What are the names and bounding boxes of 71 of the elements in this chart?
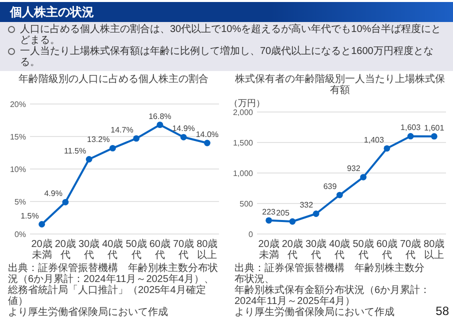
y-tick-label: 0: [248, 230, 254, 239]
y-tick-label: 15%: [10, 132, 26, 142]
text: より厚生労働省保険局において作成: [8, 307, 169, 318]
y-tick-label: 500: [239, 200, 254, 208]
x-tick-label: 60歳代: [376, 238, 397, 261]
x-tick-label: 50歳代: [126, 238, 147, 261]
data-label: 11.5%: [64, 146, 86, 156]
x-tick-label: 80歳以上: [196, 238, 218, 261]
x-tick-label: 80歳以上: [423, 238, 444, 261]
data-label: 13.2%: [87, 135, 110, 144]
chart-title: 年齢階級別の人口に占める個人株主の割合: [17, 72, 210, 87]
data-label: 14.0%: [196, 130, 219, 139]
x-tick-label: 70歳代: [173, 238, 194, 261]
data-label: 1,603: [400, 123, 421, 132]
x-tick-label: 20歳代: [281, 238, 302, 261]
text: 58: [436, 304, 449, 318]
point: [86, 156, 92, 162]
x-tick-label: 50歳代: [352, 238, 374, 261]
point: [156, 122, 164, 128]
data-label: 332: [299, 200, 314, 210]
point: [336, 192, 342, 198]
y-tick-label: 1,500: [232, 138, 254, 148]
point: [312, 210, 319, 217]
point: [204, 140, 210, 146]
text: 総務省統計局「人口推計」（2025年4月確定値）: [8, 285, 207, 307]
x-tick-label: 20歳代: [54, 238, 76, 261]
x-tick-label: 40歳代: [328, 238, 350, 261]
data-label: 4.9%: [44, 189, 62, 198]
data-label: 14.7%: [110, 125, 134, 134]
text: 一人当たり上場株式保有額は年齢に比例して増加し、70歳代以上になると1600万円程度となる。: [20, 46, 434, 68]
point: [360, 174, 366, 180]
source-note: 出典：証券保管振替機構 年齢別株主数分布状況（6か月累計：2024年11月～2025年4月）、: [8, 263, 219, 285]
point: [109, 145, 116, 152]
point: [180, 134, 187, 140]
x-tick-label: 30歳代: [78, 238, 100, 261]
y-tick-label: 5%: [14, 198, 26, 206]
y-tick-label: 1,000: [232, 169, 254, 178]
y-axis-title: （万円）: [228, 98, 264, 108]
data-label: 16.8%: [148, 112, 172, 121]
point: [288, 218, 296, 225]
data-label: 1,601: [424, 123, 444, 132]
point: [430, 133, 437, 140]
x-tick-label: 30歳代: [305, 238, 326, 261]
x-tick-label: 60歳代: [149, 238, 170, 261]
data-label: 14.9%: [172, 124, 195, 134]
data-label: 932: [346, 164, 360, 174]
text: 個人株主の状況: [0, 2, 453, 22]
point: [383, 145, 390, 152]
y-tick-label: 20%: [10, 100, 26, 109]
data-label: 639: [322, 182, 337, 192]
source-note: 出典：証券保管振替機構 年齢別株主数分布状況、: [234, 263, 426, 285]
point: [133, 135, 140, 142]
point: [38, 221, 46, 228]
y-tick-label: 0%: [14, 230, 26, 239]
point: [406, 133, 414, 140]
y-tick-label: 2,000: [232, 108, 254, 117]
text: 人口に占める個人株主の割合は、30代以上で10%を超えるが高い年代でも10%台半ば程度にとどまる。: [20, 24, 442, 46]
text: 年齢別株式保有金額分布状況（6か月累計：2024年11月～2025年4月）: [234, 285, 432, 307]
x-tick-label: 20歳未満: [258, 238, 279, 261]
x-tick-label: 40歳代: [102, 238, 124, 261]
data-label: 1,403: [363, 135, 384, 144]
chart-title: 株式保有者の年齢階級別一人当たり上場株式保有額: [234, 72, 446, 96]
data-label: 223: [262, 207, 276, 216]
y-tick-label: 10%: [10, 165, 26, 174]
text: より厚生労働省保険局において作成: [234, 307, 396, 318]
x-tick-label: 70歳代: [400, 238, 421, 261]
data-label: 205: [276, 208, 290, 218]
data-label: 1.5%: [20, 211, 39, 220]
point: [62, 198, 69, 206]
x-tick-label: 20歳未満: [31, 238, 52, 261]
point: [265, 217, 272, 224]
